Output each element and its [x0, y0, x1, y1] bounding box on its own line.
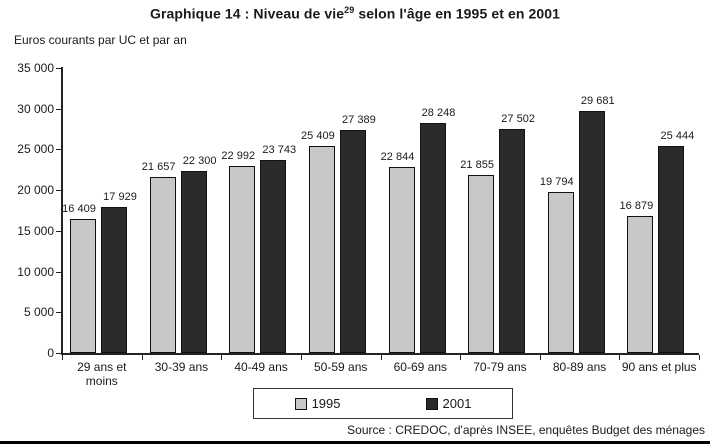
y-tick	[56, 353, 61, 354]
legend-item-2001: 2001	[425, 396, 472, 411]
y-tick	[56, 68, 61, 69]
bar-1995	[308, 146, 335, 353]
value-label-1995: 19 794	[539, 175, 574, 188]
value-label-2001: 27 389	[342, 113, 376, 126]
bar-1995	[468, 175, 495, 353]
x-tick	[539, 355, 541, 360]
x-category-label: 50-59 ans	[314, 360, 368, 374]
value-label-2001: 29 681	[580, 95, 615, 108]
x-category-label: 70-79 ans	[473, 360, 527, 374]
value-label-1995: 16 879	[619, 199, 654, 212]
x-tick	[380, 355, 382, 360]
legend: 1995 2001	[253, 388, 513, 419]
value-label-2001: 28 248	[421, 106, 456, 119]
bar-1995	[388, 166, 415, 353]
bottom-rule	[0, 441, 710, 444]
value-label-2001: 17 929	[103, 191, 137, 203]
bar-2001	[658, 145, 685, 353]
bar-1995	[70, 219, 96, 353]
bar-2001	[339, 129, 366, 353]
bar-1995	[229, 165, 256, 353]
x-category-label: 80-89 ans	[552, 360, 607, 374]
y-tick	[56, 271, 61, 273]
y-tick-label: 10 000	[17, 264, 54, 279]
value-label-1995: 21 855	[460, 159, 494, 172]
legend-item-1995: 1995	[294, 396, 341, 411]
bar-2001	[499, 129, 526, 353]
bar-2001	[180, 171, 207, 353]
value-label-1995: 25 409	[301, 130, 335, 143]
x-tick	[221, 355, 223, 360]
bar-2001	[260, 159, 287, 353]
y-tick-label: 30 000	[17, 101, 54, 116]
y-tick	[56, 230, 61, 232]
value-label-2001: 23 743	[262, 143, 297, 156]
bar-1995	[547, 191, 574, 353]
y-tick-label: 35 000	[17, 61, 54, 75]
y-tick-label: 20 000	[17, 183, 54, 198]
y-axis-unit-label: Euros courants par UC et par an	[14, 33, 187, 47]
legend-label: 1995	[311, 396, 341, 411]
bar-1995	[627, 215, 654, 353]
legend-swatch-2001	[425, 397, 438, 410]
value-label-2001: 27 502	[501, 113, 535, 126]
value-label-1995: 21 657	[141, 160, 176, 173]
y-tick	[56, 149, 61, 151]
x-tick	[619, 355, 621, 360]
y-tick-label: 5 000	[23, 305, 54, 320]
value-label-1995: 22 992	[221, 149, 256, 162]
legend-swatch-1995	[294, 397, 307, 410]
bar-2001	[101, 207, 127, 353]
bar-2001	[419, 122, 446, 353]
legend-label: 2001	[442, 396, 472, 411]
y-tick	[56, 190, 61, 192]
x-category-label: 40-49 ans	[234, 360, 288, 374]
y-tick-label: 25 000	[17, 142, 54, 157]
x-tick	[300, 355, 302, 360]
source-caption: Source : CREDOC, d'après INSEE, enquêtes…	[347, 423, 705, 437]
bar-1995	[149, 176, 176, 353]
y-axis-line	[61, 67, 63, 354]
value-label-1995: 16 409	[62, 203, 96, 216]
value-label-2001: 22 300	[182, 155, 217, 168]
value-label-1995: 22 844	[380, 150, 415, 163]
chart-title-rest: selon l'âge en 1995 et en 2001	[354, 5, 561, 22]
chart-title-superscript: 29	[344, 5, 355, 15]
bar-2001	[578, 111, 605, 353]
x-category-label: 90 ans et plus	[621, 360, 697, 374]
value-label-2001: 25 444	[660, 129, 695, 142]
x-tick	[141, 355, 143, 360]
y-tick-label: 0	[47, 346, 54, 360]
x-category-label: 29 ans et moins	[77, 360, 127, 388]
x-tick	[62, 355, 63, 360]
x-category-label: 60-69 ans	[393, 360, 447, 374]
x-axis-line	[61, 353, 699, 355]
y-tick	[56, 312, 61, 314]
y-tick-label: 15 000	[17, 223, 54, 238]
x-tick	[460, 355, 462, 360]
x-tick	[699, 355, 700, 360]
x-category-label: 30-39 ans	[154, 360, 209, 374]
chart-title-main: Graphique 14 : Niveau de vie	[149, 5, 345, 22]
chart-title: Graphique 14 : Niveau de vie29 selon l'â…	[0, 5, 710, 22]
y-tick	[56, 108, 61, 110]
